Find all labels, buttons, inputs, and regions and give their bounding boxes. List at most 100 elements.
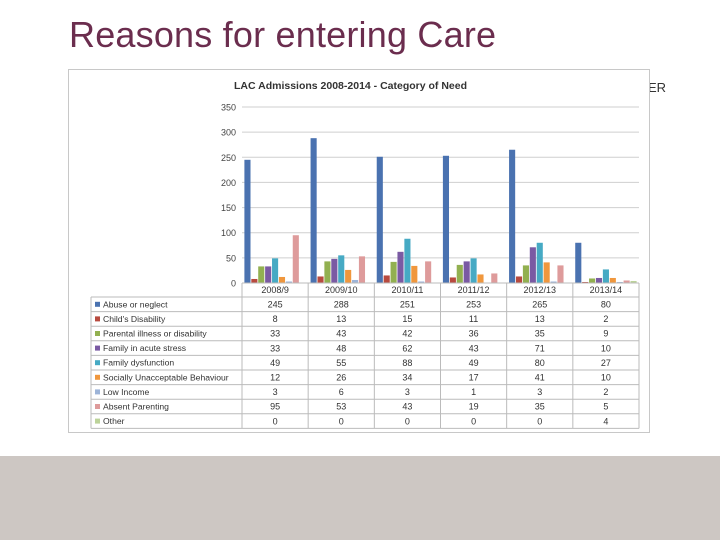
- bar-family-in-acute-stress: [331, 258, 338, 283]
- x-tick-label: 2013/14: [590, 285, 623, 295]
- data-label: 13: [336, 314, 346, 324]
- data-label: 26: [336, 373, 346, 383]
- legend-entry: Family in acute stress: [103, 343, 186, 353]
- bar-socially-unacceptable-behaviour: [278, 276, 286, 283]
- x-tick-label: 2010/11: [391, 285, 423, 295]
- data-label: 3: [405, 387, 410, 397]
- legend-swatch: [95, 404, 100, 409]
- data-label: 12: [270, 373, 280, 383]
- bar-abuse-or-neglect: [376, 156, 383, 283]
- data-label: 6: [339, 387, 344, 397]
- bar-family-dysfunction: [272, 258, 279, 283]
- bar-family-in-acute-stress: [463, 261, 470, 283]
- x-tick-label: 2011/12: [458, 285, 490, 295]
- legend-swatch: [95, 374, 100, 380]
- bar-child-s-disability: [582, 281, 589, 283]
- bar-socially-unacceptable-behaviour: [345, 269, 352, 283]
- bar-socially-unacceptable-behaviour: [477, 274, 484, 283]
- data-label: 33: [270, 329, 280, 339]
- data-label: 49: [469, 358, 479, 368]
- bar-low-income: [285, 281, 292, 283]
- bar-abuse-or-neglect: [310, 138, 317, 283]
- bar-low-income: [616, 281, 623, 283]
- footer-band: [0, 456, 720, 540]
- data-label: 0: [273, 416, 278, 426]
- bar-family-dysfunction: [602, 269, 609, 283]
- bar-low-income: [418, 281, 425, 283]
- y-tick-label: 350: [221, 103, 236, 113]
- data-label: 8: [273, 314, 278, 324]
- data-label: 15: [402, 314, 412, 324]
- bar-family-in-acute-stress: [265, 266, 272, 283]
- bar-family-dysfunction: [470, 258, 477, 283]
- legend-entry: Family dysfunction: [103, 358, 174, 368]
- data-label: 253: [466, 300, 481, 310]
- bar-family-dysfunction: [338, 255, 345, 283]
- bar-abuse-or-neglect: [244, 159, 251, 283]
- data-label: 288: [334, 300, 349, 310]
- legend-entry: Socially Unacceptable Behaviour: [103, 372, 229, 382]
- data-label: 19: [469, 402, 479, 412]
- bar-parental-illness-or-disability: [456, 264, 463, 283]
- data-label: 71: [535, 343, 545, 353]
- bar-parental-illness-or-disability: [258, 266, 265, 283]
- bar-family-in-acute-stress: [595, 277, 603, 283]
- legend-swatch: [95, 360, 100, 366]
- data-label: 43: [336, 329, 346, 339]
- bar-absent-parenting: [358, 256, 366, 283]
- bar-low-income: [352, 279, 359, 283]
- slide-title: Reasons for entering Care: [69, 14, 497, 55]
- data-label: 53: [336, 402, 346, 412]
- legend-swatch: [95, 389, 100, 395]
- bar-parental-illness-or-disability: [390, 261, 397, 283]
- bar-socially-unacceptable-behaviour: [411, 265, 418, 283]
- legend-swatch: [95, 345, 100, 351]
- data-label: 41: [535, 373, 545, 383]
- legend-entry: Other: [103, 416, 125, 426]
- bar-child-s-disability: [317, 276, 324, 283]
- data-label: 5: [603, 402, 608, 412]
- y-tick-label: 250: [221, 153, 236, 163]
- data-label: 35: [535, 402, 545, 412]
- data-label: 0: [339, 416, 344, 426]
- data-label: 27: [601, 358, 611, 368]
- bar-absent-parenting: [557, 265, 564, 283]
- data-label: 17: [469, 373, 479, 383]
- chart-frame: LAC Admissions 2008-2014 - Category of N…: [68, 69, 650, 433]
- data-label: 33: [270, 343, 280, 353]
- legend-entry: Parental illness or disability: [103, 329, 207, 339]
- data-label: 43: [402, 402, 412, 412]
- bar-abuse-or-neglect: [442, 155, 450, 283]
- bar-child-s-disability: [515, 276, 523, 283]
- legend-entry: Abuse or neglect: [103, 299, 168, 309]
- data-label: 4: [603, 416, 608, 426]
- bar-low-income: [550, 281, 557, 283]
- data-label: 0: [405, 416, 410, 426]
- bar-parental-illness-or-disability: [522, 265, 529, 283]
- data-label: 2: [603, 387, 608, 397]
- y-tick-label: 150: [221, 203, 236, 213]
- bar-absent-parenting: [623, 280, 630, 283]
- data-label: 0: [471, 416, 476, 426]
- bar-family-in-acute-stress: [397, 251, 404, 283]
- legend-swatch: [95, 331, 100, 336]
- bar-abuse-or-neglect: [575, 242, 582, 283]
- chart-title: LAC Admissions 2008-2014 - Category of N…: [234, 80, 467, 92]
- data-label: 245: [268, 300, 283, 310]
- data-label: 10: [601, 373, 611, 383]
- bar-absent-parenting: [292, 235, 299, 283]
- data-label: 80: [601, 300, 611, 310]
- corner-label: ER: [648, 80, 667, 95]
- data-label: 2: [603, 314, 608, 324]
- bar-absent-parenting: [491, 273, 498, 283]
- data-label: 0: [537, 416, 542, 426]
- data-label: 36: [469, 329, 479, 339]
- legend-entry: Low Income: [103, 387, 150, 397]
- data-label: 10: [601, 343, 611, 353]
- x-tick-label: 2009/10: [325, 285, 358, 295]
- data-label: 265: [532, 300, 547, 310]
- legend-swatch: [95, 301, 100, 307]
- data-label: 251: [400, 300, 415, 310]
- bar-child-s-disability: [449, 277, 456, 283]
- data-label: 42: [402, 329, 412, 339]
